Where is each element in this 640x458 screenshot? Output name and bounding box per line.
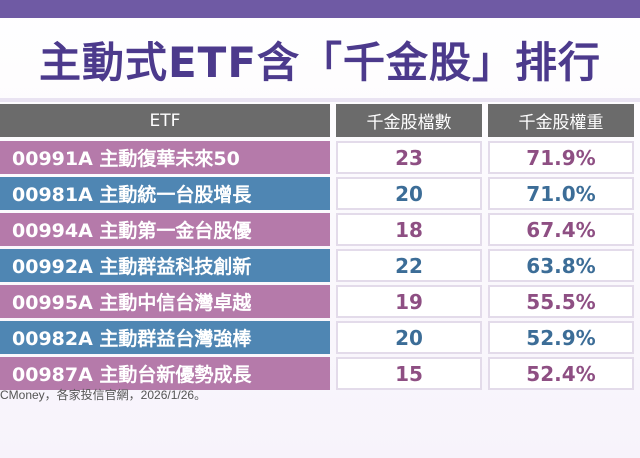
table-row: 00982A 主動群益台灣強棒 20 52.9% <box>0 321 640 354</box>
weight-cell: 52.9% <box>488 321 634 354</box>
weight-cell: 63.8% <box>488 249 634 282</box>
etf-name-cell: 00981A 主動統一台股增長 <box>0 177 330 210</box>
etf-name-cell: 00995A 主動中信台灣卓越 <box>0 285 330 318</box>
count-cell: 20 <box>336 321 482 354</box>
title-divider <box>0 98 640 102</box>
header-weight: 千金股權重 <box>488 104 634 137</box>
count-cell: 22 <box>336 249 482 282</box>
weight-cell: 67.4% <box>488 213 634 246</box>
header-etf: ETF <box>0 104 330 137</box>
table-row: 00981A 主動統一台股增長 20 71.0% <box>0 177 640 210</box>
etf-name-cell: 00992A 主動群益科技創新 <box>0 249 330 282</box>
table-row: 00995A 主動中信台灣卓越 19 55.5% <box>0 285 640 318</box>
etf-name-cell: 00987A 主動台新優勢成長 <box>0 357 330 390</box>
table-row: 00987A 主動台新優勢成長 15 52.4% <box>0 357 640 390</box>
weight-cell: 55.5% <box>488 285 634 318</box>
table-row: 00994A 主動第一金台股優 18 67.4% <box>0 213 640 246</box>
count-cell: 20 <box>336 177 482 210</box>
table-row: 00991A 主動復華未來50 23 71.9% <box>0 141 640 174</box>
count-cell: 15 <box>336 357 482 390</box>
count-cell: 19 <box>336 285 482 318</box>
count-cell: 23 <box>336 141 482 174</box>
weight-cell: 52.4% <box>488 357 634 390</box>
top-band <box>0 0 640 18</box>
source-note: CMoney，各家投信官網，2026/1/26。 <box>0 388 207 402</box>
table-header-row: ETF 千金股檔數 千金股權重 <box>0 104 640 137</box>
weight-cell: 71.9% <box>488 141 634 174</box>
etf-name-cell: 00994A 主動第一金台股優 <box>0 213 330 246</box>
table-row: 00992A 主動群益科技創新 22 63.8% <box>0 249 640 282</box>
etf-name-cell: 00991A 主動復華未來50 <box>0 141 330 174</box>
etf-name-cell: 00982A 主動群益台灣強棒 <box>0 321 330 354</box>
page-title: 主動式ETF含「千金股」排行 <box>38 37 602 87</box>
header-count: 千金股檔數 <box>336 104 482 137</box>
count-cell: 18 <box>336 213 482 246</box>
weight-cell: 71.0% <box>488 177 634 210</box>
